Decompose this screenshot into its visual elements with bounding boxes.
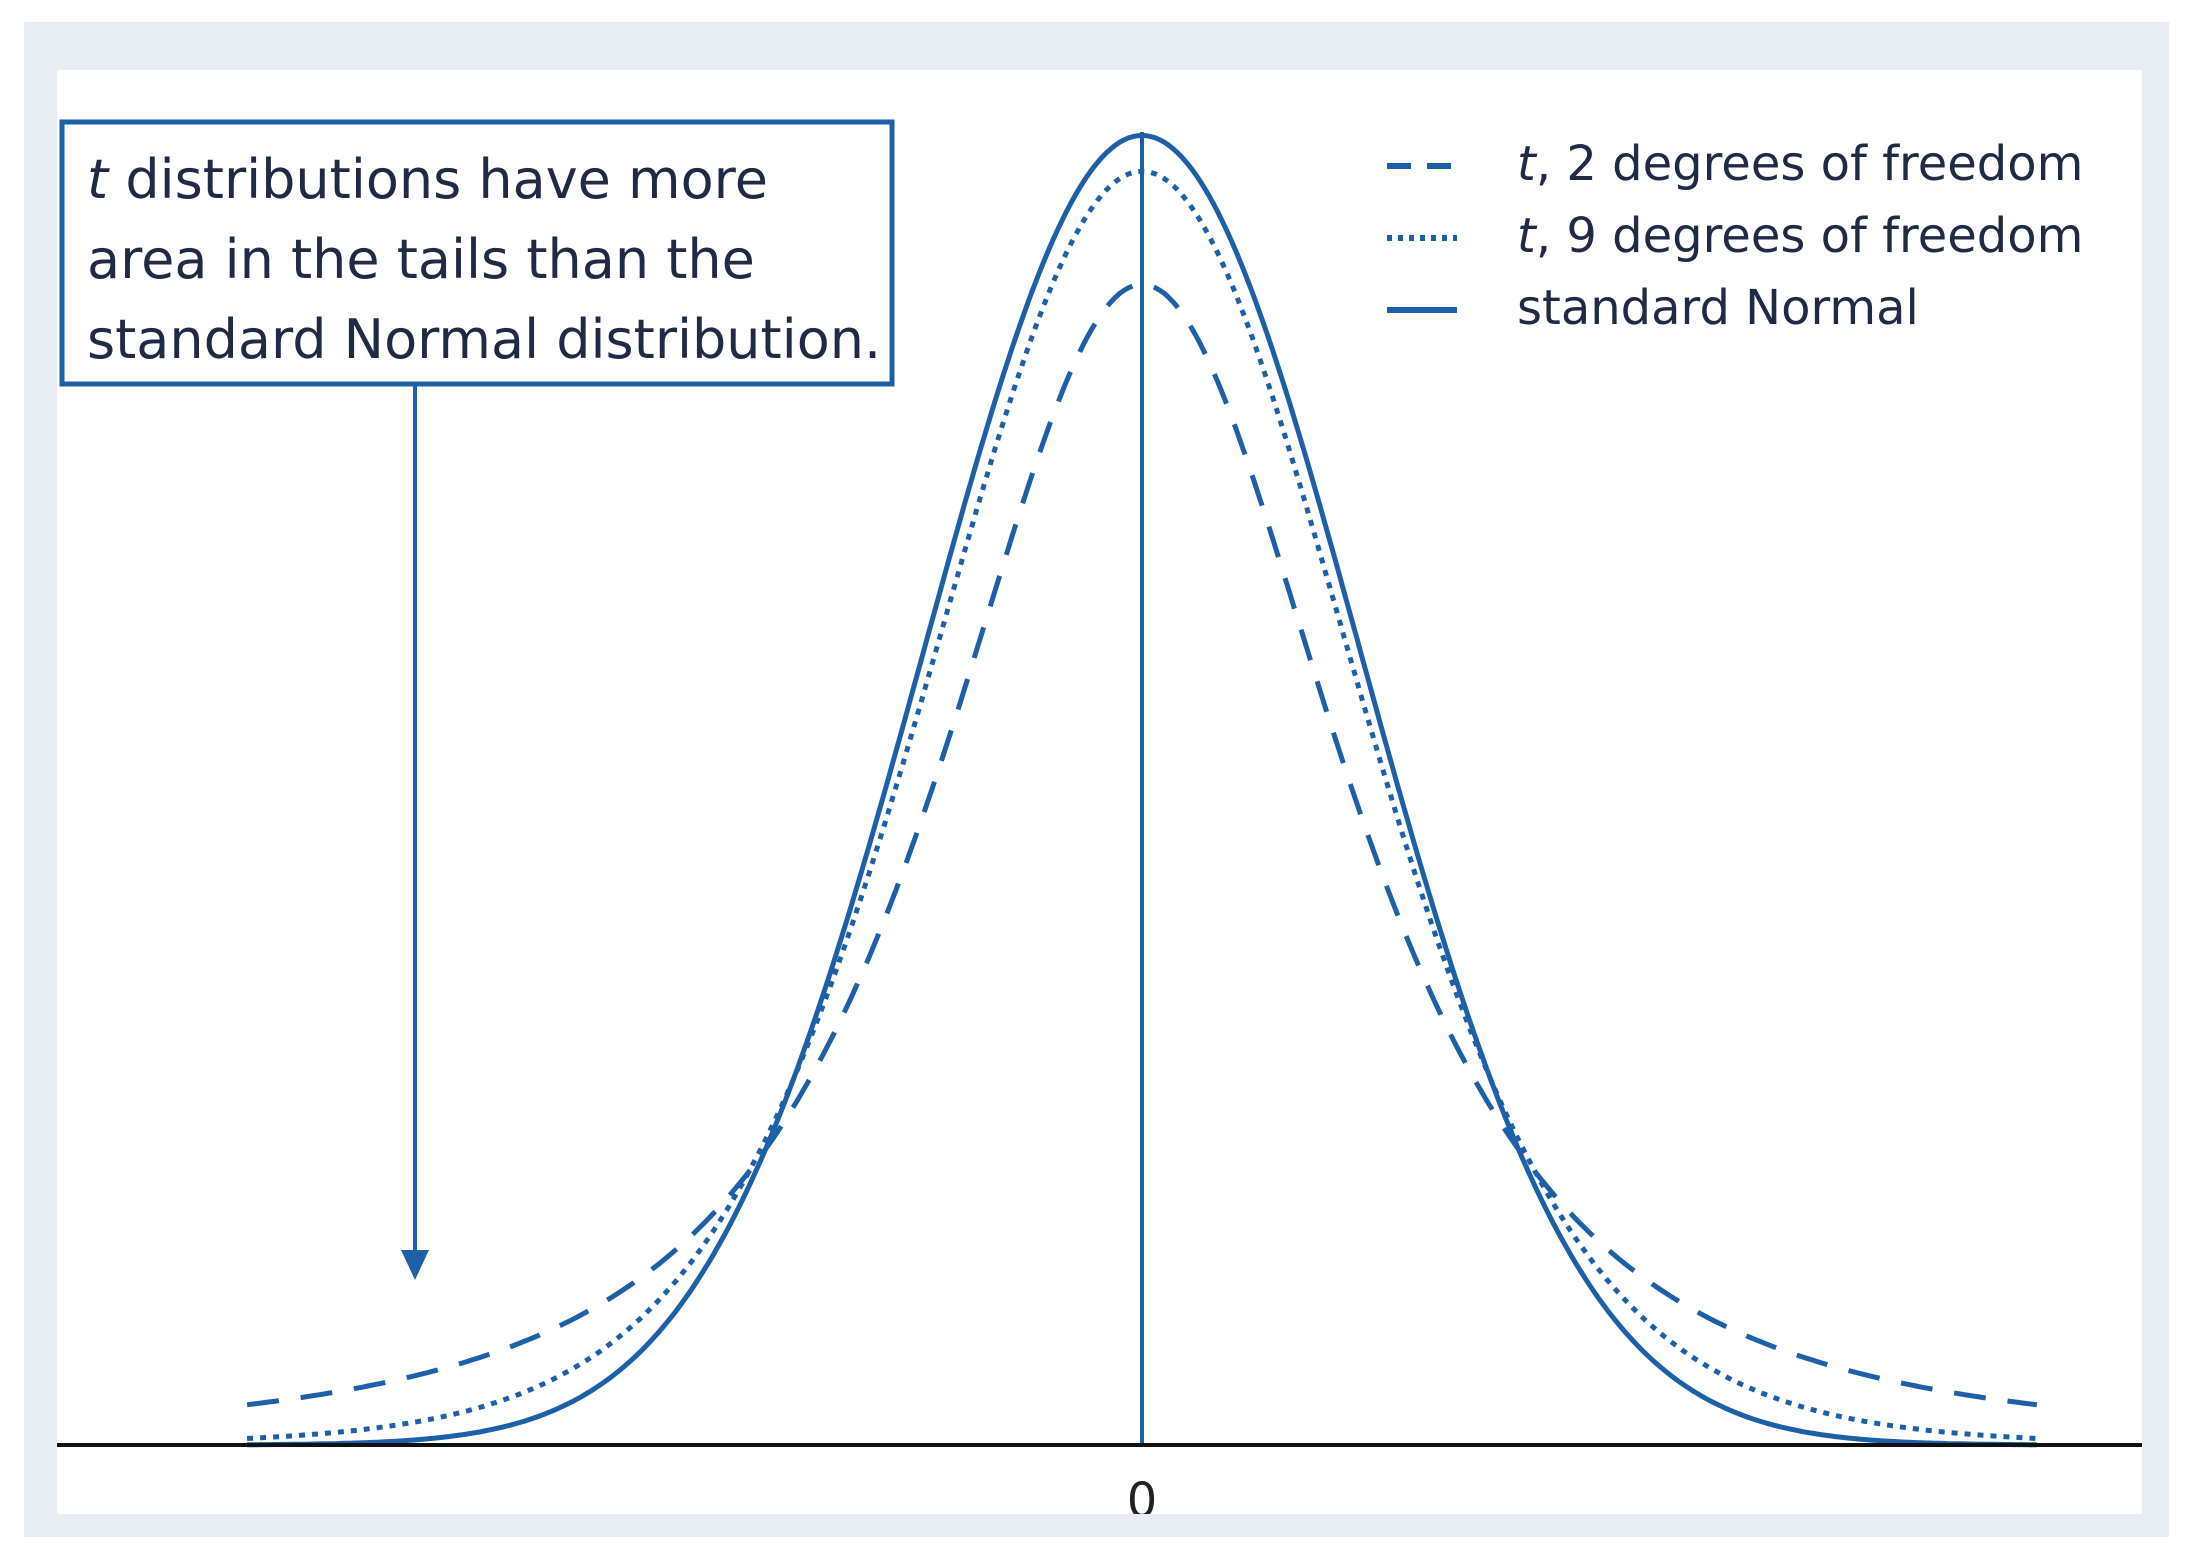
legend-label: standard Normal: [1517, 280, 1919, 336]
chart-frame: 0 t, 2 degrees of freedom t, 9 degrees of…: [24, 22, 2169, 1537]
plot-area: 0 t, 2 degrees of freedom t, 9 degrees of…: [57, 70, 2142, 1514]
legend-label: t, 9 degrees of freedom: [1517, 208, 2083, 264]
annotation-text: t distributions have more area in the tai…: [87, 148, 881, 371]
x-ticks: 0: [1127, 1473, 1158, 1514]
legend-label: t, 2 degrees of freedom: [1517, 136, 2083, 192]
chart-svg: 0 t, 2 degrees of freedom t, 9 degrees of…: [57, 119, 2142, 1514]
annotation-border: [59, 119, 895, 387]
annotation-box: t distributions have more area in the tai…: [59, 119, 895, 1280]
annotation-line: t distributions have more: [87, 148, 768, 211]
annotation-line: standard Normal distribution.: [87, 308, 881, 371]
x-tick-label: 0: [1127, 1473, 1158, 1514]
legend: t, 2 degrees of freedom t, 9 degrees of f…: [1387, 136, 2083, 336]
annotation-arrow-head: [401, 1250, 429, 1280]
annotation-line: area in the tails than the: [87, 228, 755, 291]
